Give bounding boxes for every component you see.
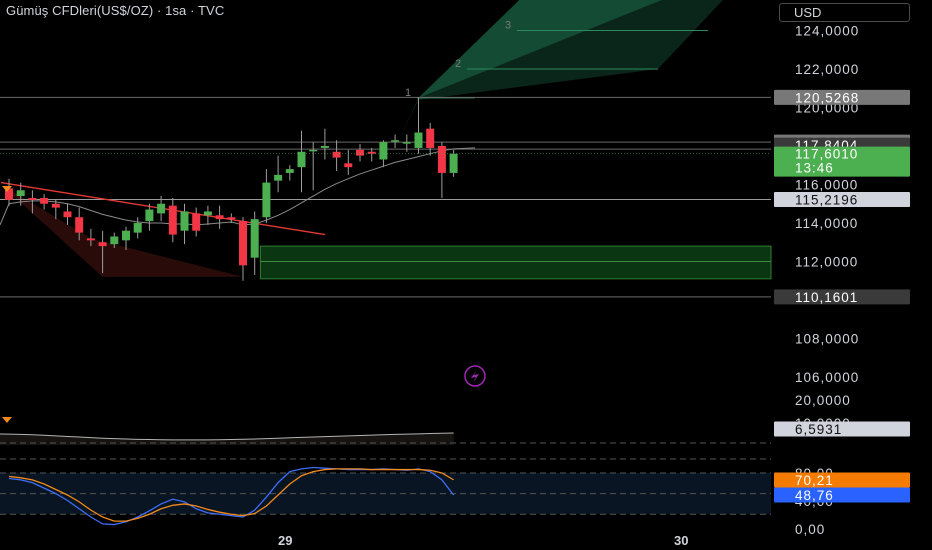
price-level-badge-bg	[774, 89, 910, 105]
indicator-area	[0, 432, 454, 445]
price-axis-label: 114,0000	[795, 216, 858, 231]
candle-up	[262, 182, 271, 218]
stoch-axis-label: 0,00	[795, 522, 825, 537]
candle-down	[332, 151, 341, 158]
candle-up	[122, 230, 130, 241]
time-axis-label: 29	[278, 533, 292, 548]
fib-fan-lower	[398, 0, 723, 141]
currency-selector[interactable]: USD	[779, 3, 910, 22]
candle-down	[192, 213, 201, 231]
candle-down	[5, 188, 13, 200]
candle-up	[203, 211, 212, 216]
candle-down	[227, 217, 236, 220]
lightning-bolt-icon	[464, 365, 486, 387]
demand-zone	[259, 245, 772, 280]
candle-down	[75, 217, 84, 233]
triangle-down-icon	[2, 186, 12, 192]
candle-up	[250, 219, 259, 258]
chart-title: Gümüş CFDleri(US$/OZ) · 1sa · TVC	[6, 3, 225, 18]
indicator-value-badge: 6,5931	[795, 422, 842, 437]
candle-up	[285, 169, 294, 173]
candle-up	[110, 236, 119, 245]
price-axis-label: 124,0000	[795, 24, 859, 39]
candle-down	[51, 203, 60, 208]
candle-down	[356, 149, 364, 156]
time-axis-label: 30	[674, 533, 688, 548]
candle-down	[98, 242, 107, 247]
stoch-d-badge: 70,21	[795, 473, 834, 488]
price-axis-label: 108,0000	[795, 332, 859, 347]
fib-level-label: 3	[505, 20, 511, 32]
candle-down	[63, 211, 72, 218]
fib-fan-upper	[418, 0, 662, 98]
price-level-badge: 110,1601	[795, 290, 858, 305]
candle-down	[215, 215, 224, 220]
candle-up	[145, 209, 154, 222]
price-level-badge-bg	[774, 289, 910, 305]
indicator-line	[0, 432, 454, 441]
candle-up	[449, 153, 458, 173]
price-level-badge: 120,5268	[795, 90, 859, 105]
price-axis-label: 122,0000	[795, 62, 859, 77]
candle-up	[274, 174, 283, 181]
last-price-badge-bg	[774, 146, 910, 177]
trend-channel-shade	[1, 184, 243, 277]
price-level-badge: 115,2196	[795, 193, 858, 208]
candle-up	[309, 149, 318, 152]
last-price-countdown: 13:46	[795, 161, 834, 176]
last-price-badge: 117,6010	[795, 147, 858, 162]
price-level-badge-bg	[774, 192, 910, 208]
fib-level-label: 1	[405, 87, 411, 99]
price-axis-label: 106,0000	[795, 370, 859, 385]
candle-up	[391, 140, 400, 142]
stoch-k-badge-bg	[774, 487, 910, 503]
lightning-bolt-glyph	[471, 370, 479, 383]
candle-up	[379, 142, 388, 160]
candle-down	[40, 197, 49, 204]
price-axis-label: 116,0000	[795, 178, 858, 193]
candle-down	[168, 205, 177, 235]
candle-down	[367, 151, 376, 154]
candle-up	[402, 142, 411, 144]
stoch-k-badge: 48,76	[795, 488, 834, 503]
stoch-d-line	[8, 468, 454, 522]
candle-up	[320, 146, 329, 148]
indicator-value-badge-bg	[774, 421, 910, 437]
triangle-down-icon	[2, 417, 12, 423]
candle-down	[86, 238, 95, 241]
indicator-axis-label: 20,0000	[795, 393, 851, 408]
candle-up	[157, 203, 166, 214]
candle-up	[414, 132, 423, 148]
candle-up	[16, 190, 25, 197]
candle-down	[437, 146, 446, 173]
candle-down	[239, 221, 247, 266]
candle-up	[180, 211, 189, 231]
candle-down	[344, 163, 353, 168]
price-axis-label: 112,0000	[795, 255, 858, 270]
candle-down	[426, 128, 435, 148]
candle-up	[297, 151, 306, 168]
candle-up	[133, 223, 142, 233]
candle-down	[28, 197, 37, 200]
fib-level-label: 2	[455, 58, 461, 70]
stoch-d-badge-bg	[774, 472, 910, 488]
